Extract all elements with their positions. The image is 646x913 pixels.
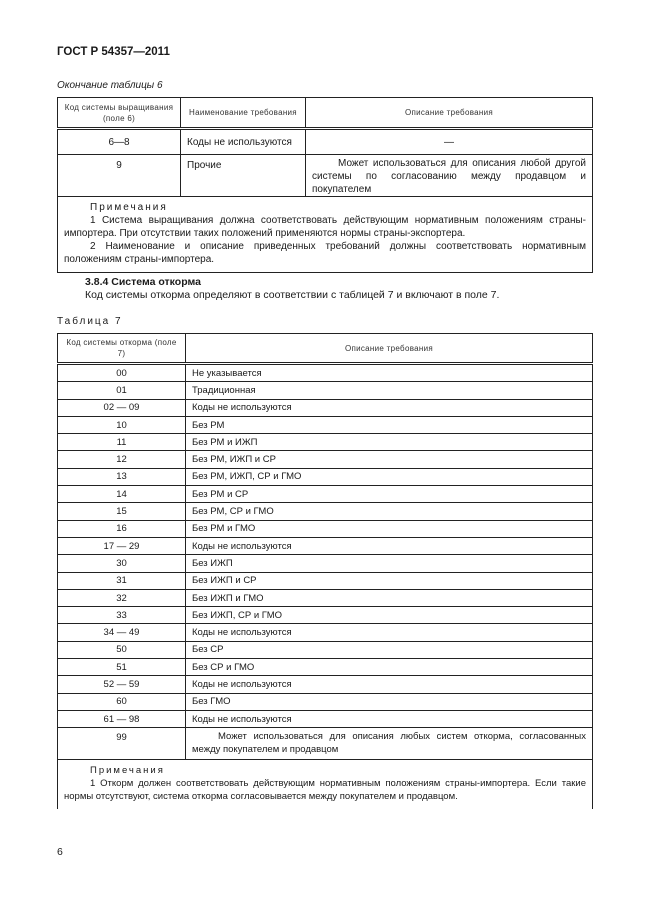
code-cell: 16 [57, 519, 186, 538]
desc-cell: Без ИЖП [185, 554, 593, 573]
table-row: 00 Не указывается [57, 362, 593, 383]
table-row: 60 Без ГМО [57, 692, 593, 711]
column-header: Код системы выращивания (поле 6) [57, 97, 181, 129]
code-cell: 30 [57, 554, 186, 573]
code-cell: 99 [57, 727, 186, 761]
table-row: 10 Без РМ [57, 415, 593, 435]
table-row: 15 Без РМ, СР и ГМО [57, 502, 593, 521]
notes-title: Примечания [90, 202, 168, 213]
table-row: 16 Без РМ и ГМО [57, 519, 593, 538]
section-title: 3.8.4 Система откорма [85, 276, 201, 288]
name-cell: Прочие [180, 154, 306, 197]
desc-cell: Может использоваться для описания любой … [305, 154, 593, 197]
table6-caption: Окончание таблицы 6 [57, 80, 163, 91]
desc-cell: Коды не используются [185, 623, 593, 642]
code-cell: 12 [57, 450, 186, 469]
table-row: 34 — 49 Коды не используются [57, 623, 593, 642]
code-cell: 13 [57, 467, 186, 487]
code-cell: 14 [57, 485, 186, 504]
code-cell: 34 — 49 [57, 623, 186, 642]
desc-cell: — [305, 128, 593, 155]
code-cell: 15 [57, 502, 186, 521]
code-cell: 50 [57, 640, 186, 660]
code-cell: 02 — 09 [57, 398, 186, 417]
table-row: 12 Без РМ, ИЖП и СР [57, 450, 593, 469]
table-row: 33 Без ИЖП, СР и ГМО [57, 606, 593, 625]
notes-title: Примечания [90, 765, 165, 777]
table-row: 01 Традиционная [57, 381, 593, 400]
code-cell: 32 [57, 588, 186, 608]
desc-cell: Может использоваться для описания любых … [185, 727, 593, 761]
table-row: 14 Без РМ и СР [57, 485, 593, 504]
desc-cell: Коды не используются [185, 709, 593, 729]
table-6: Код системы выращивания (поле 6) Наимено… [57, 97, 593, 273]
desc-cell: Без РМ, ИЖП и СР [185, 450, 593, 469]
desc-cell: Без ИЖП, СР и ГМО [185, 606, 593, 625]
table-row: 31 Без ИЖП и СР [57, 571, 593, 590]
code-cell: 01 [57, 381, 186, 400]
code-cell: 9 [57, 154, 181, 197]
desc-cell: Без СР [185, 640, 593, 660]
table-row: 32 Без ИЖП и ГМО [57, 588, 593, 608]
desc-cell: Традиционная [185, 381, 593, 400]
code-cell: 00 [57, 362, 186, 383]
desc-cell: Без РМ, СР и ГМО [185, 502, 593, 521]
notes-row: Примечания 1 Откорм должен соответствоват… [57, 759, 593, 810]
code-cell: 11 [57, 433, 186, 452]
code-cell: 6—8 [57, 128, 181, 155]
code-cell: 31 [57, 571, 186, 590]
desc-cell: Коды не используются [185, 536, 593, 556]
desc-cell: Без СР и ГМО [185, 658, 593, 677]
table-row: 9 Прочие Может использоваться для описан… [57, 154, 593, 197]
table-7: Код системы откорма (поле 7) Описание тр… [57, 333, 593, 810]
desc-cell: Коды не используются [185, 398, 593, 417]
code-cell: 17 — 29 [57, 536, 186, 556]
table-row: 6—8 Коды не используются — [57, 128, 593, 155]
code-cell: 51 [57, 658, 186, 677]
note: 1 Система выращивания должна соответство… [64, 215, 586, 239]
table-row: 30 Без ИЖП [57, 554, 593, 573]
notes-row: Примечания 1 Система выращивания должна … [57, 196, 593, 273]
code-cell: 61 — 98 [57, 709, 186, 729]
column-header: Наименование требования [180, 97, 306, 129]
page-number: 6 [57, 846, 63, 858]
desc-cell: Без РМ и ИЖП [185, 433, 593, 452]
table-row: 13 Без РМ, ИЖП, СР и ГМО [57, 467, 593, 487]
table-row: 11 Без РМ и ИЖП [57, 433, 593, 452]
table-row: 17 — 29 Коды не используются [57, 536, 593, 556]
table-row: 51 Без СР и ГМО [57, 658, 593, 677]
desc-cell: Без РМ, ИЖП, СР и ГМО [185, 467, 593, 487]
desc-cell: Без ИЖП и СР [185, 571, 593, 590]
document-code: ГОСТ Р 54357—2011 [57, 46, 170, 58]
table-row: 61 — 98 Коды не используются [57, 709, 593, 729]
desc-cell: Не указывается [185, 362, 593, 383]
desc-cell: Без ИЖП и ГМО [185, 588, 593, 608]
desc-cell: Без РМ [185, 415, 593, 435]
table-row: 99 Может использоваться для описания любы… [57, 727, 593, 761]
column-header: Описание требования [185, 333, 593, 364]
table-row: 52 — 59 Коды не используются [57, 675, 593, 694]
table-row: 02 — 09 Коды не используются [57, 398, 593, 417]
section-text: Код системы откорма определяют в соответ… [85, 289, 500, 301]
name-cell: Коды не используются [180, 128, 306, 155]
code-cell: 60 [57, 692, 186, 711]
desc-cell: Без РМ и ГМО [185, 519, 593, 538]
desc-cell: Коды не используются [185, 675, 593, 694]
desc-cell: Без РМ и СР [185, 485, 593, 504]
note: 2 Наименование и описание приведенных тр… [64, 241, 586, 265]
table7-caption: Таблица 7 [57, 316, 123, 327]
column-header: Описание требования [305, 97, 593, 129]
code-cell: 33 [57, 606, 186, 625]
table-row: 50 Без СР [57, 640, 593, 660]
column-header: Код системы откорма (поле 7) [57, 333, 186, 364]
code-cell: 10 [57, 415, 186, 435]
code-cell: 52 — 59 [57, 675, 186, 694]
note: 1 Откорм должен соответствовать действую… [64, 778, 586, 803]
desc-cell: Без ГМО [185, 692, 593, 711]
